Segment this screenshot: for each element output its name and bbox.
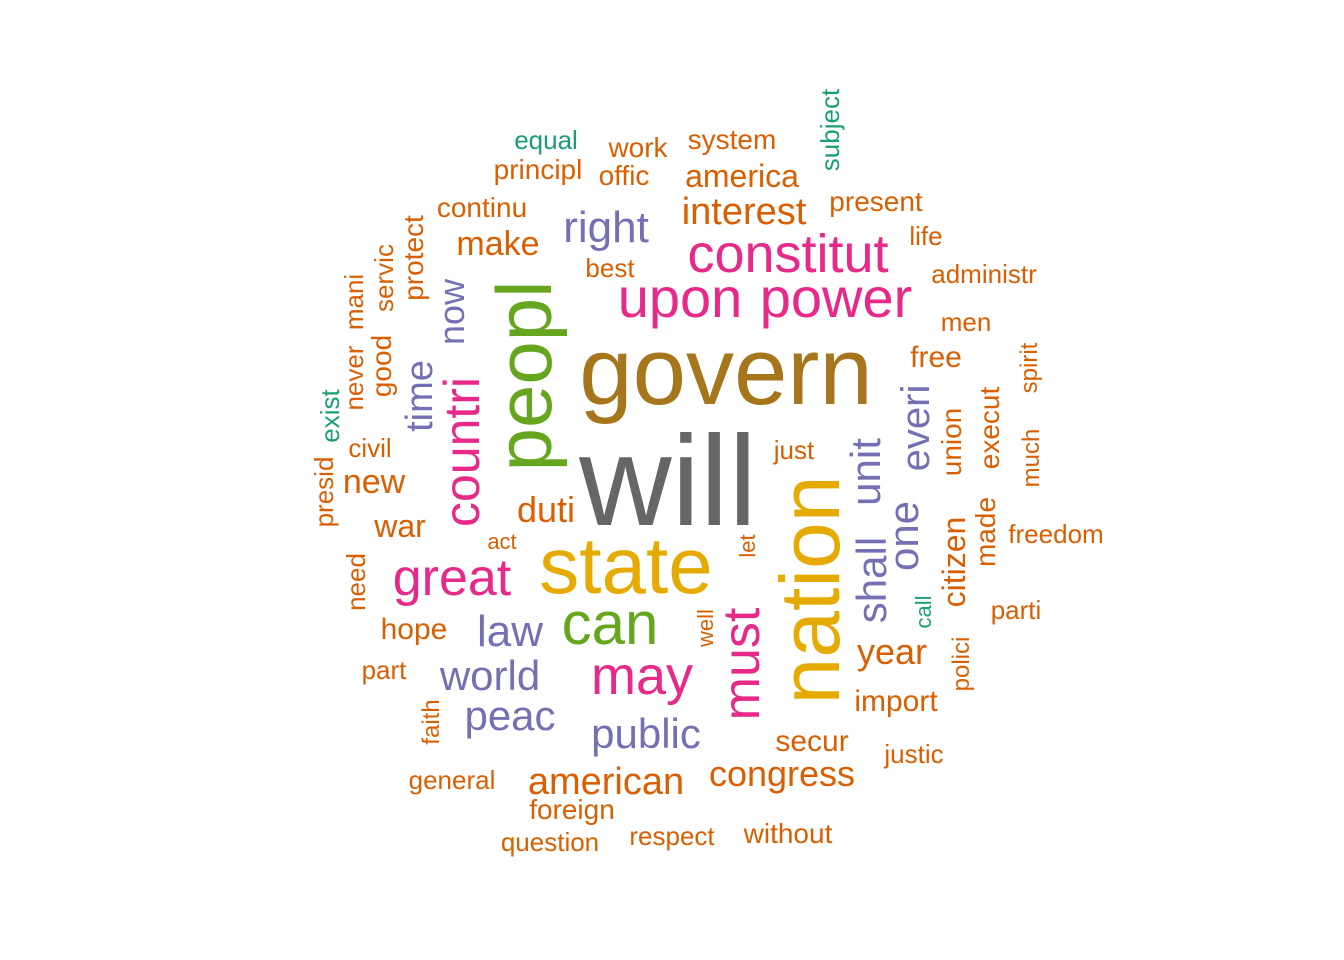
word-law: law — [476, 607, 544, 656]
word-america: america — [685, 158, 799, 194]
word-public: public — [591, 710, 701, 757]
word-question: question — [500, 827, 600, 857]
word-need: need — [341, 553, 371, 611]
word-upon: upon — [617, 266, 743, 329]
word-administr: administr — [931, 259, 1037, 289]
word-made: made — [970, 496, 1001, 568]
word-free: free — [910, 341, 962, 374]
word-nation: nation — [763, 475, 857, 705]
word-subject: subject — [815, 88, 845, 172]
word-polici: polici — [948, 636, 975, 692]
word-respect: respect — [629, 821, 715, 851]
word-constitut: constitut — [687, 224, 889, 284]
word-foreign: foreign — [529, 794, 615, 825]
word-well: well — [693, 609, 718, 647]
word-power: power — [759, 266, 913, 329]
word-parti: parti — [990, 595, 1042, 625]
word-freedom: freedom — [1008, 519, 1104, 549]
word-life: life — [909, 221, 943, 251]
word-peopl: peopl — [480, 280, 568, 472]
word-justic: justic — [884, 739, 944, 769]
word-execut: execut — [974, 386, 1005, 470]
word-everi: everi — [894, 384, 938, 472]
word-general: general — [408, 765, 496, 795]
word-principl: principl — [493, 154, 583, 185]
word-system: system — [687, 124, 777, 155]
word-unit: unit — [842, 438, 889, 506]
word-act: act — [487, 529, 517, 554]
word-may: may — [590, 646, 694, 706]
word-presid: presid — [309, 456, 339, 528]
word-union: union — [936, 407, 967, 477]
word-exist: exist — [315, 389, 345, 443]
word-govern: govern — [579, 318, 873, 425]
word-world: world — [439, 652, 541, 699]
word-without: without — [743, 818, 833, 849]
word-state: state — [539, 521, 713, 610]
word-interest: interest — [681, 191, 807, 233]
word-can: can — [561, 590, 659, 657]
word-time: time — [399, 360, 441, 432]
word-great: great — [392, 549, 512, 607]
word-spirit: spirit — [1016, 342, 1043, 394]
word-will: will — [579, 410, 757, 553]
word-secur: secur — [775, 725, 849, 758]
word-now: now — [431, 278, 472, 346]
word-just: just — [773, 435, 815, 465]
word-countri: countri — [434, 376, 490, 528]
word-war: war — [374, 508, 426, 544]
word-make: make — [456, 225, 540, 263]
word-import: import — [854, 685, 938, 718]
word-work: work — [608, 132, 668, 163]
word-year: year — [856, 631, 928, 672]
word-call: call — [911, 595, 936, 629]
word-hope: hope — [380, 613, 448, 646]
word-offic: offic — [598, 160, 650, 191]
word-one: one — [880, 500, 927, 572]
word-part: part — [361, 655, 407, 685]
word-let: let — [735, 534, 760, 558]
word-present: present — [829, 186, 923, 217]
word-peac: peac — [464, 692, 556, 739]
word-servic: servic — [369, 244, 399, 312]
word-congress: congress — [708, 753, 856, 794]
word-much: much — [1018, 428, 1045, 488]
word-good: good — [366, 334, 397, 398]
word-new: new — [342, 463, 406, 501]
word-faith: faith — [418, 699, 445, 745]
word-duti: duti — [516, 489, 576, 530]
word-continu: continu — [436, 192, 528, 223]
word-mani: mani — [339, 273, 369, 331]
word-equal: equal — [514, 125, 578, 155]
word-must: must — [713, 607, 771, 721]
word-men: men — [940, 307, 992, 337]
word-protect: protect — [398, 215, 429, 301]
word-right: right — [563, 203, 649, 252]
word-civil: civil — [348, 433, 392, 463]
word-best: best — [585, 253, 635, 283]
word-citizen: citizen — [936, 516, 972, 608]
word-american: american — [527, 761, 685, 803]
